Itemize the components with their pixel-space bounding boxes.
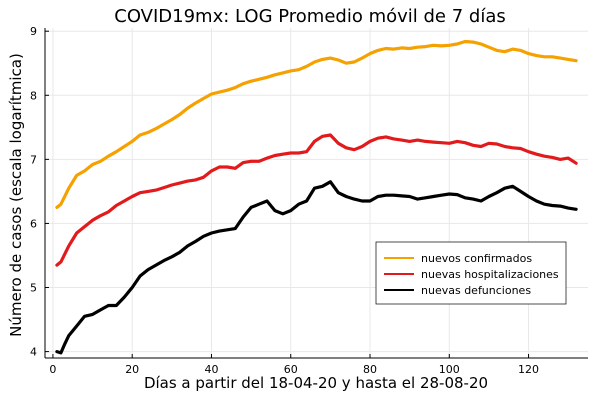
grid <box>45 28 588 358</box>
series-line-2 <box>55 133 578 267</box>
x-tick-label: 80 <box>363 363 377 376</box>
legend-label: nuevas defunciones <box>421 284 531 297</box>
x-ticks: 0 20 40 60 80 100 120 <box>49 354 539 376</box>
y-tick-label: 5 <box>30 282 37 295</box>
legend-label: nuevos confirmados <box>421 252 532 265</box>
axes <box>44 28 588 359</box>
chart-title: COVID19mx: LOG Promedio móvil de 7 días <box>114 6 505 27</box>
series-layer <box>55 39 578 355</box>
y-axis-label: Número de casos (escala logarítmica) <box>7 53 25 337</box>
y-tick-label: 8 <box>30 89 37 102</box>
x-tick-label: 120 <box>518 363 539 376</box>
y-tick-label: 6 <box>30 217 37 230</box>
x-tick-label: 0 <box>49 363 56 376</box>
legend-label: nuevas hospitalizaciones <box>421 268 559 281</box>
y-tick-label: 4 <box>30 346 37 359</box>
y-tick-label: 9 <box>30 25 37 38</box>
series-line-3 <box>55 180 578 355</box>
x-axis-label: Días a partir del 18-04-20 y hasta el 28… <box>144 374 488 392</box>
y-tick-label: 7 <box>30 153 37 166</box>
x-tick-label: 20 <box>125 363 139 376</box>
x-tick-label: 60 <box>284 363 298 376</box>
y-ticks: 4 5 6 7 8 9 <box>30 25 49 359</box>
legend: nuevos confirmados nuevas hospitalizacion… <box>375 241 567 305</box>
x-tick-label: 100 <box>439 363 460 376</box>
series-line-1 <box>55 39 578 209</box>
x-tick-label: 40 <box>204 363 218 376</box>
